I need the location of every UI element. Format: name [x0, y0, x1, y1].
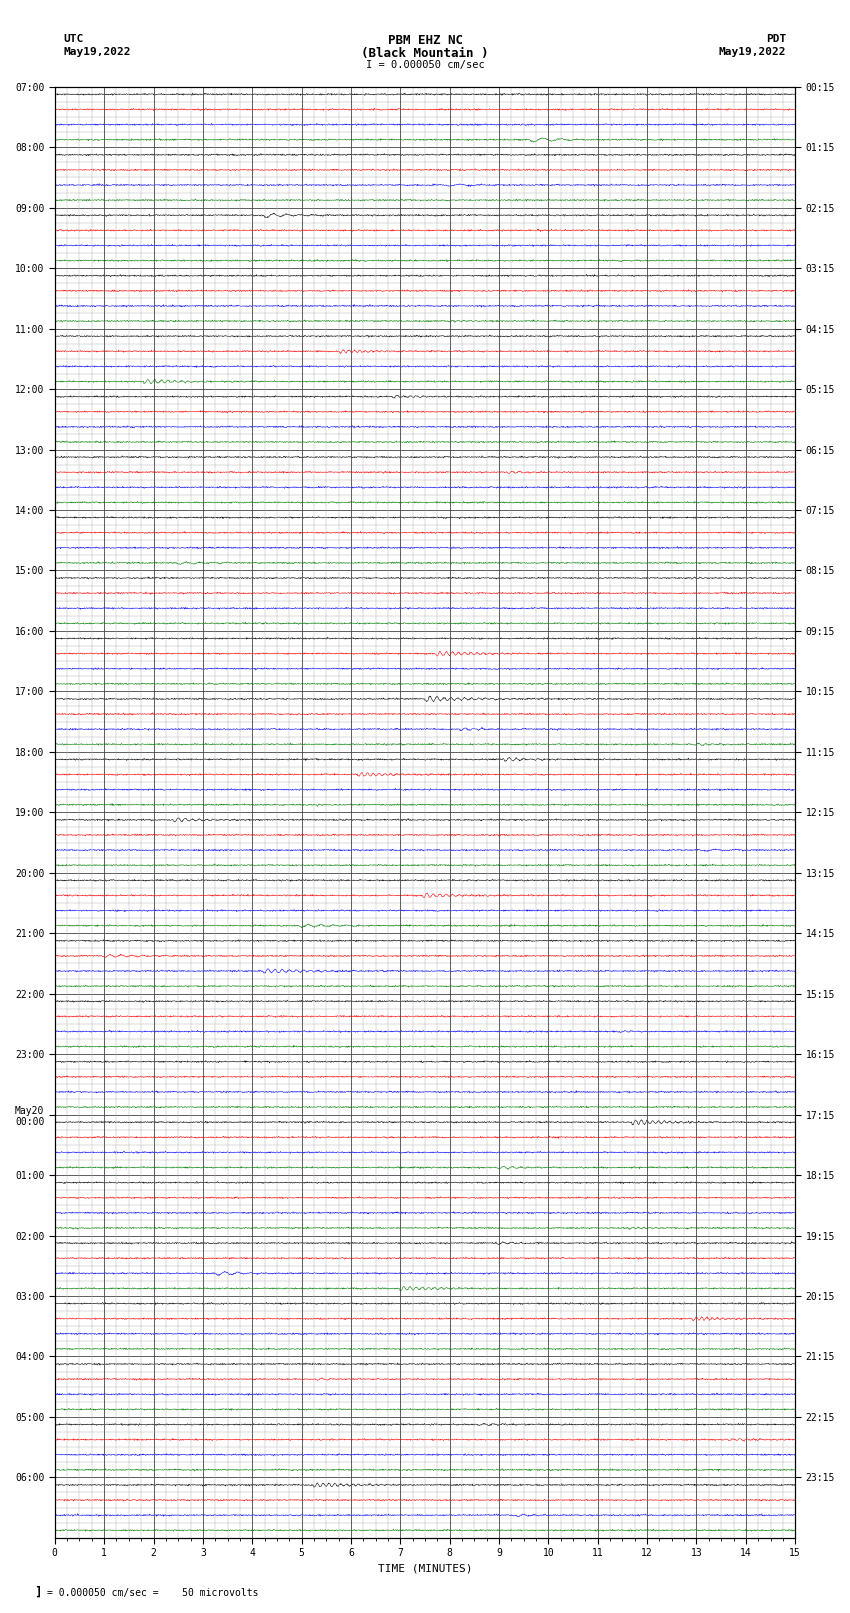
Text: = 0.000050 cm/sec =    50 microvolts: = 0.000050 cm/sec = 50 microvolts: [47, 1589, 258, 1598]
Text: PDT: PDT: [766, 34, 786, 44]
Text: PBM EHZ NC: PBM EHZ NC: [388, 34, 462, 47]
Text: I = 0.000050 cm/sec: I = 0.000050 cm/sec: [366, 60, 484, 69]
Text: UTC: UTC: [64, 34, 84, 44]
Text: May19,2022: May19,2022: [719, 47, 786, 56]
Text: May19,2022: May19,2022: [64, 47, 131, 56]
X-axis label: TIME (MINUTES): TIME (MINUTES): [377, 1565, 473, 1574]
Text: ]: ]: [34, 1586, 42, 1598]
Text: (Black Mountain ): (Black Mountain ): [361, 47, 489, 60]
